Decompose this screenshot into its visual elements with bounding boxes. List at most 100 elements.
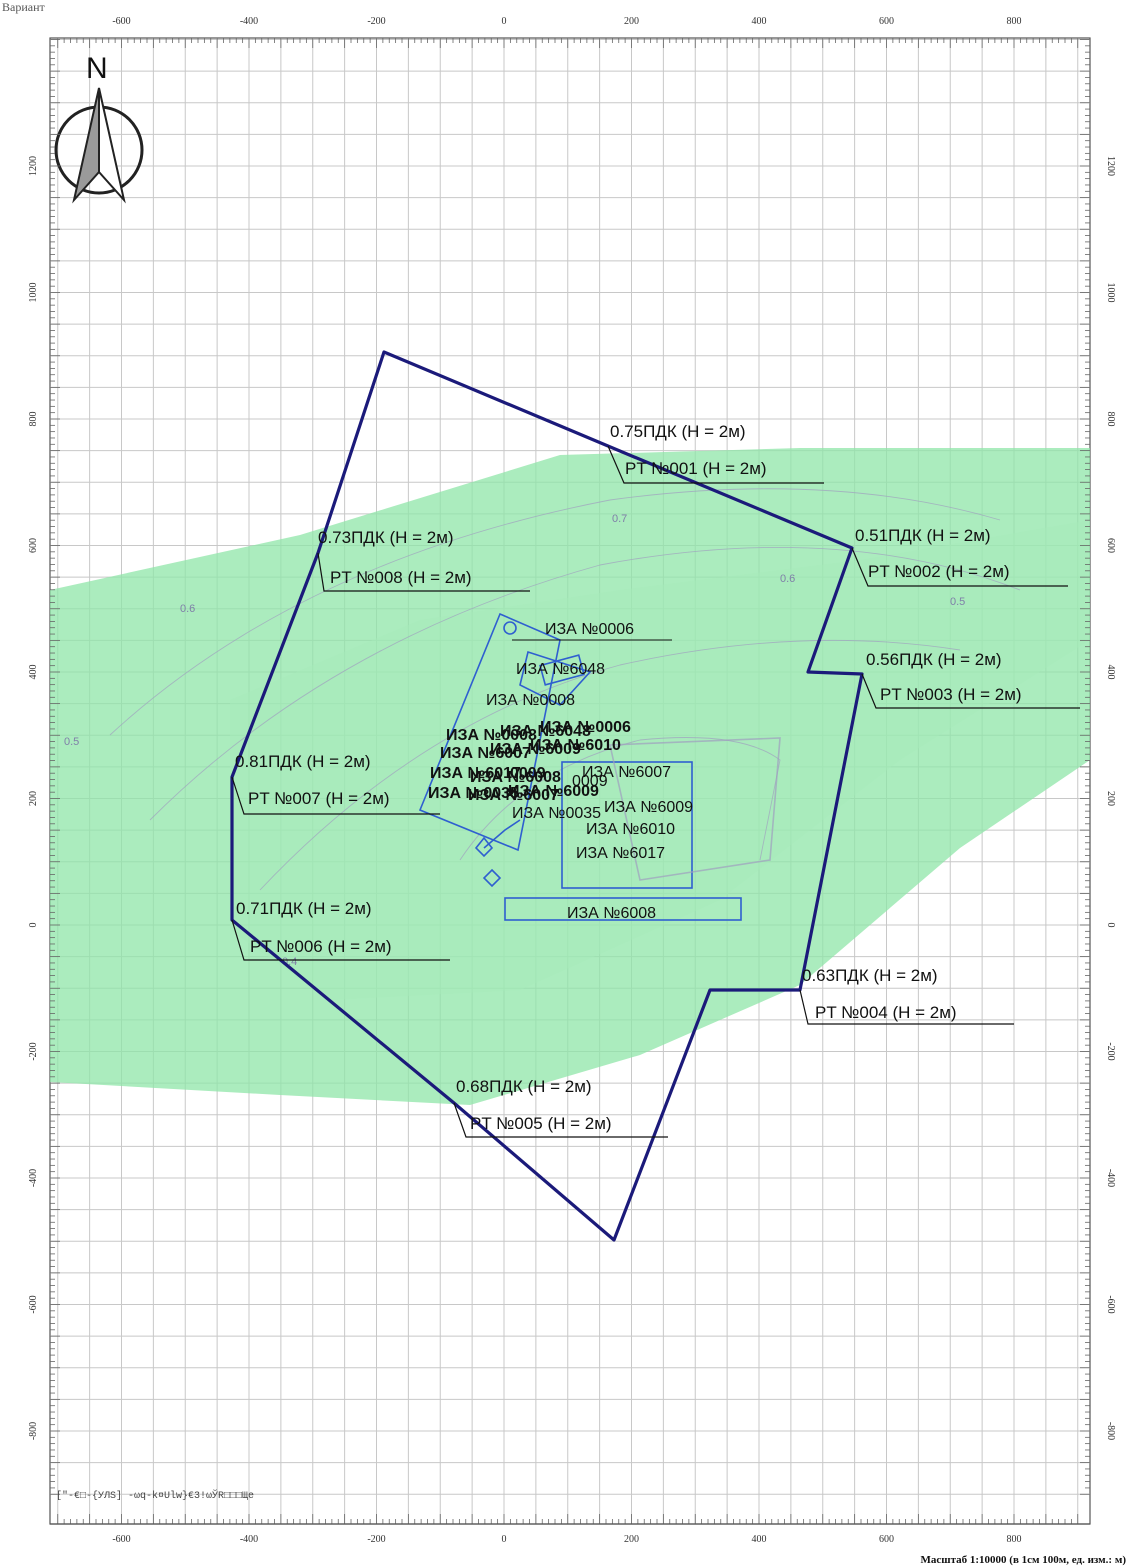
calc-point-002: 0.51ПДК (H = 2м) PT №002 (H = 2м) bbox=[851, 526, 1068, 587]
source-label: ИЗА №0035 bbox=[512, 805, 601, 822]
axis-tick-label: -600 bbox=[1105, 1295, 1116, 1313]
source-outline bbox=[482, 868, 502, 888]
pt-label: PT №004 (H = 2м) bbox=[815, 1003, 957, 1022]
pdk-label: 0.81ПДК (H = 2м) bbox=[235, 752, 371, 771]
pdk-label: 0.63ПДК (H = 2м) bbox=[802, 966, 938, 985]
axis-tick-label: 200 bbox=[28, 791, 39, 806]
axis-tick-label: -600 bbox=[28, 1295, 39, 1313]
source-label: ИЗА №0006 bbox=[545, 621, 634, 638]
axis-tick-label: 0 bbox=[28, 923, 39, 928]
isolines bbox=[109, 488, 1021, 891]
axis-tick-label: 0 bbox=[502, 1534, 507, 1545]
pt-label: PT №008 (H = 2м) bbox=[330, 568, 472, 587]
source-marker bbox=[503, 621, 517, 635]
cluster-label: ИЗА №0006 bbox=[540, 719, 631, 736]
source-outline bbox=[539, 654, 585, 686]
cluster-label: ИЗА №0008 bbox=[446, 727, 537, 744]
cluster-label: ИЗА №6048 bbox=[500, 723, 591, 740]
axis-tick-label: -200 bbox=[367, 1534, 385, 1545]
leader-line bbox=[231, 776, 440, 815]
axis-tick-label: -400 bbox=[28, 1169, 39, 1187]
north-arrow: N bbox=[54, 52, 144, 204]
calc-point-005: 0.68ПДК (H = 2м) PT №005 (H = 2м) bbox=[453, 1077, 668, 1138]
axis-tick-label: -800 bbox=[1105, 1422, 1116, 1440]
cluster-label: ИЗА №6009 bbox=[508, 783, 599, 800]
source-label: ИЗА №6009 bbox=[604, 799, 693, 816]
x-axis-top: -600 -400 -200 0 200 400 600 800 bbox=[112, 16, 1021, 27]
axis-tick-label: 600 bbox=[1105, 538, 1116, 553]
x-axis-bottom: -600 -400 -200 0 200 400 600 800 bbox=[112, 1534, 1021, 1545]
y-axis-right: 1200 1000 800 600 400 200 0 -200 -400 -600 -800 bbox=[1105, 156, 1116, 1440]
source-label: ИЗА №6048 bbox=[516, 661, 605, 678]
axis-tick-label: 600 bbox=[879, 16, 894, 27]
calc-point-001: 0.75ПДК (H = 2м) PT №001 (H = 2м) bbox=[607, 422, 824, 484]
leader-line bbox=[861, 673, 1080, 709]
axis-tick-label: -600 bbox=[112, 1534, 130, 1545]
axis-tick-label: -800 bbox=[28, 1422, 39, 1440]
axis-tick-label: 200 bbox=[624, 1534, 639, 1545]
source-label: ИЗА №6017 bbox=[576, 845, 665, 862]
cluster-label: 0009 bbox=[510, 765, 546, 782]
ruler-ticks bbox=[50, 38, 1090, 1524]
cluster-label: ИЗА №6007 bbox=[440, 745, 531, 762]
cluster-label: ИЗА №6010 bbox=[530, 737, 621, 754]
axis-tick-label: 0 bbox=[502, 16, 507, 27]
pdk-label: 0.68ПДК (H = 2м) bbox=[456, 1077, 592, 1096]
axis-tick-label: 200 bbox=[624, 16, 639, 27]
cluster-label: ИЗА №6009 bbox=[490, 741, 581, 758]
axis-tick-label: 1000 bbox=[28, 283, 39, 303]
leader-line bbox=[453, 1102, 668, 1138]
axis-tick-label: 1200 bbox=[28, 156, 39, 176]
pdk-label: 0.71ПДК (H = 2м) bbox=[236, 899, 372, 918]
axis-tick-label: 800 bbox=[1105, 412, 1116, 427]
pt-label: PT №005 (H = 2м) bbox=[470, 1114, 612, 1133]
isoline-label: 0.7 bbox=[612, 513, 627, 525]
axis-tick-label: -400 bbox=[1105, 1169, 1116, 1187]
scale-text: Масштаб 1:10000 (в 1см 100м, ед. изм.: м… bbox=[921, 1554, 1127, 1566]
emission-sources bbox=[418, 612, 781, 921]
legend-text: ["-€□-{УЛS] -ωq-k¤Ulw}€3!ωЎR□□□Ще bbox=[56, 1488, 254, 1502]
axis-tick-label: 800 bbox=[1007, 16, 1022, 27]
axis-tick-label: 1000 bbox=[1105, 283, 1116, 303]
cluster-label: ИЗА №6007 bbox=[468, 787, 559, 804]
axis-tick-label: 800 bbox=[28, 412, 39, 427]
source-label: ИЗА №6010 bbox=[586, 821, 675, 838]
axis-tick-label: 1200 bbox=[1105, 156, 1116, 176]
concentration-zone-inner bbox=[230, 520, 1090, 1000]
source-outline bbox=[519, 650, 592, 706]
pt-label: PT №007 (H = 2м) bbox=[248, 789, 390, 808]
axis-tick-label: -200 bbox=[1105, 1042, 1116, 1060]
axis-tick-label: -200 bbox=[28, 1042, 39, 1060]
calculation-points: 0.75ПДК (H = 2м) PT №001 (H = 2м) 0.51ПД… bbox=[231, 422, 1080, 1138]
axis-tick-label: -200 bbox=[367, 16, 385, 27]
north-letter: N bbox=[86, 52, 108, 85]
axis-tick-label: 800 bbox=[1007, 1534, 1022, 1545]
y-axis-left: 1200 1000 800 600 400 200 0 -200 -400 -600 -800 bbox=[28, 156, 39, 1440]
overlapping-label-cluster: ИЗА №0008 ИЗА №6048 ИЗА №0006 ИЗА №6007 … bbox=[428, 719, 631, 804]
leader-line bbox=[317, 552, 530, 592]
source-labels: ИЗА №0006 ИЗА №6048 ИЗА №0008 ИЗА №6007 … bbox=[486, 621, 693, 922]
source-label: ИЗА №6008 bbox=[567, 905, 656, 922]
cluster-label: ИЗА №6017 bbox=[430, 765, 521, 782]
pt-label: PT №001 (H = 2м) bbox=[625, 459, 767, 478]
pdk-label: 0.75ПДК (H = 2м) bbox=[610, 422, 746, 441]
source-label: ИЗА №6007 bbox=[582, 764, 671, 781]
calc-point-006: 0.71ПДК (H = 2м) PT №006 (H = 2м) bbox=[231, 899, 450, 961]
axis-tick-label: -600 bbox=[112, 16, 130, 27]
axis-tick-label: 200 bbox=[1105, 791, 1116, 806]
source-outline bbox=[504, 897, 742, 921]
leader-line bbox=[607, 445, 824, 484]
isoline-label: 0.5 bbox=[64, 736, 79, 748]
axis-tick-label: 400 bbox=[752, 16, 767, 27]
source-link bbox=[483, 819, 521, 849]
calc-point-008: 0.73ПДК (H = 2м) PT №008 (H = 2м) bbox=[317, 528, 530, 592]
calc-point-003: 0.56ПДК (H = 2м) PT №003 (H = 2м) bbox=[861, 650, 1080, 709]
axis-tick-label: 400 bbox=[28, 665, 39, 680]
source-outline bbox=[474, 836, 494, 858]
axis-tick-label: 400 bbox=[1105, 665, 1116, 680]
source-label: 0009 bbox=[572, 773, 608, 790]
axis-tick-label: 600 bbox=[28, 538, 39, 553]
leader-line bbox=[231, 919, 450, 961]
pt-label: PT №002 (H = 2м) bbox=[868, 562, 1010, 581]
